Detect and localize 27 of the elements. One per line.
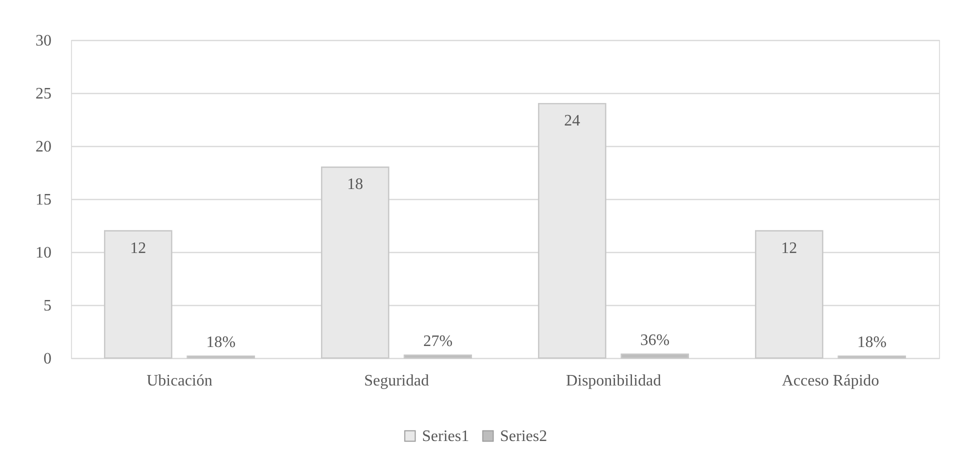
y-tick-label: 30 [36,32,52,50]
data-label: 18% [206,334,236,352]
data-label: 18% [857,334,887,352]
data-label: 27% [423,333,453,350]
bar [754,230,824,359]
bar [320,166,390,359]
bar [404,354,472,359]
y-tick-label: 20 [36,138,52,156]
legend-label: Series2 [500,428,548,445]
data-label: 24 [564,112,580,130]
x-tick-label: Disponibilidad [566,372,662,390]
y-tick-label: 0 [44,350,52,368]
data-label: 12 [130,240,146,257]
data-label: 12 [781,240,798,257]
bar [104,230,172,359]
bar [620,354,690,359]
x-tick-label: Seguridad [364,372,429,390]
data-label: 18 [347,176,364,194]
bar [538,102,606,359]
x-tick-label: Ubicación [146,372,212,390]
y-tick-label: 5 [44,298,52,314]
y-tick-label: 10 [36,244,52,262]
y-tick-label: 25 [36,86,52,102]
x-tick-label: Acceso Rápido [782,372,880,390]
y-tick-label: 15 [36,192,52,208]
legend-label: Series1 [422,428,470,445]
data-label: 36% [640,332,670,350]
